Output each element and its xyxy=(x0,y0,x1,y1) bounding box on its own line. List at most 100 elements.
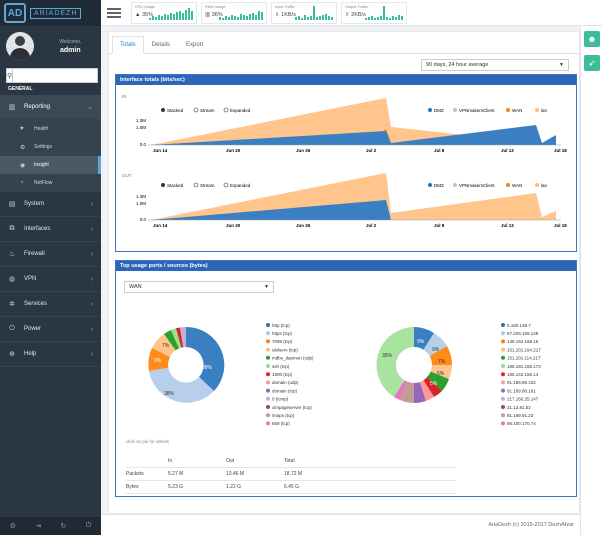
legend-dot[interactable] xyxy=(266,413,270,418)
sidebar-subitem-health[interactable]: ♥ Health xyxy=(0,120,101,138)
pie-slice-other[interactable] xyxy=(180,327,186,348)
power-icon[interactable]: ⏻ xyxy=(85,522,92,529)
legend-dot[interactable] xyxy=(266,331,270,336)
legend-dot[interactable] xyxy=(501,421,505,426)
sidebar-item-interfaces[interactable]: ⧉ Interfaces › xyxy=(0,217,101,242)
sidebar-subitem-insight[interactable]: ◉ Insight xyxy=(0,156,101,174)
sidebar-item-firewall[interactable]: ♨ Firewall › xyxy=(0,242,101,267)
pie-slice-src9[interactable] xyxy=(400,381,414,403)
legend-dot[interactable] xyxy=(266,364,270,368)
legend-dot[interactable] xyxy=(266,355,270,360)
legend-dot[interactable] xyxy=(266,405,270,409)
pie-slice-src7[interactable] xyxy=(419,380,434,401)
in-legend: DMZ VPNmakersClient WAN lan xyxy=(428,108,548,113)
search-input[interactable] xyxy=(13,68,99,83)
legend-dot[interactable] xyxy=(501,396,505,401)
pie-slice-src2[interactable] xyxy=(423,333,448,356)
pie-slice-src10[interactable] xyxy=(394,380,408,400)
legend-dot[interactable] xyxy=(501,331,505,336)
in-area-dmz[interactable] xyxy=(151,125,556,145)
pie-slice-src3[interactable] xyxy=(429,346,453,365)
pie-slice-http[interactable] xyxy=(186,326,225,391)
legend-dot-lan[interactable] xyxy=(535,108,539,112)
sidebar-item-services[interactable]: ✲ Services › xyxy=(0,292,101,317)
pie-slice-src-other[interactable] xyxy=(376,327,414,397)
period-select[interactable]: 90 days, 24 hour average ▼ xyxy=(421,59,569,71)
legend-dot[interactable] xyxy=(501,388,505,393)
pie-slice-src4[interactable] xyxy=(430,365,452,379)
pie-slice-ulelserv[interactable] xyxy=(152,334,176,357)
pie-slice-src8[interactable] xyxy=(414,382,426,403)
menu-toggle-icon[interactable] xyxy=(107,6,121,20)
pie-slice-7095[interactable] xyxy=(148,348,170,371)
legend-dot[interactable] xyxy=(501,355,505,360)
out-mode-controls: Stacked Stream Expanded xyxy=(161,182,251,188)
sidebar-item-reporting[interactable]: ▥ Reporting ⌄ xyxy=(0,95,101,120)
tab-export[interactable]: Export xyxy=(186,42,204,48)
legend-dot[interactable] xyxy=(266,388,270,393)
legend-dot[interactable] xyxy=(501,339,505,344)
mode-radio-stacked[interactable] xyxy=(161,108,165,112)
pie-slice-src1[interactable] xyxy=(414,327,434,350)
legend-dot-vpnmakersclient[interactable] xyxy=(453,108,457,112)
legend-dot[interactable] xyxy=(501,372,505,377)
in-area-lan[interactable] xyxy=(151,98,556,145)
legend-dot[interactable] xyxy=(501,347,505,352)
sparkline-bar xyxy=(298,15,300,20)
legend-dot[interactable] xyxy=(266,323,270,327)
legend-dot[interactable] xyxy=(266,380,270,385)
pie-slice-ssh[interactable] xyxy=(171,328,182,349)
legend-dot[interactable] xyxy=(501,380,505,385)
table-cell: 18.72 M xyxy=(284,471,303,477)
legend-dot-dmz[interactable] xyxy=(428,183,432,187)
tab-totals[interactable]: Totals xyxy=(112,36,144,54)
sidebar-subitem-settings[interactable]: ⚙ Settings xyxy=(0,138,101,156)
legend-dot[interactable] xyxy=(266,347,270,352)
pie-slice-mdbs[interactable] xyxy=(164,330,179,351)
user-button[interactable]: ☻ xyxy=(584,31,600,47)
legend-dot-dmz[interactable] xyxy=(428,108,432,112)
sidebar-item-power[interactable]: ⏻ Power › xyxy=(0,317,101,342)
totals-table: In Out Total Packets 5.27 M 13.46 M 18.7… xyxy=(126,455,456,494)
mode-radio-expanded[interactable] xyxy=(223,182,229,188)
search-icon[interactable]: ⚲ xyxy=(6,68,14,83)
legend-dot[interactable] xyxy=(266,421,270,426)
mode-radio-stream[interactable] xyxy=(193,107,199,113)
mode-radio-stream[interactable] xyxy=(193,182,199,188)
tab-details[interactable]: Details xyxy=(151,42,171,48)
legend-dot[interactable] xyxy=(266,372,270,377)
avatar[interactable] xyxy=(6,32,34,60)
pie-slice-src5[interactable] xyxy=(427,371,449,391)
rocket-button[interactable]: ➶ xyxy=(584,55,600,71)
legend-dot-wan[interactable] xyxy=(506,108,510,112)
legend-dot[interactable] xyxy=(501,405,505,409)
pie-slice-src6[interactable] xyxy=(423,377,443,397)
pie-slice-1900[interactable] xyxy=(176,327,184,348)
refresh-icon[interactable]: ↻ xyxy=(60,523,67,530)
legend-dot[interactable] xyxy=(501,364,505,368)
mode-radio-expanded[interactable] xyxy=(223,107,229,113)
legend-dot[interactable] xyxy=(501,323,505,327)
out-area-lan[interactable] xyxy=(151,173,556,220)
interface-select[interactable]: WAN ▼ xyxy=(124,281,274,293)
mode-radio-stacked[interactable] xyxy=(161,183,165,187)
logo[interactable]: AD ARIADEZH xyxy=(0,0,101,26)
sidebar-subitem-netflow[interactable]: ◔ NetFlow xyxy=(0,174,101,192)
table-header: Out xyxy=(226,458,235,464)
pie-slice-https[interactable] xyxy=(149,367,214,403)
sources-pie[interactable]: 9% 9% 7% 5% 5% 35% xyxy=(376,327,453,403)
legend-dot[interactable] xyxy=(266,396,270,401)
logout-icon[interactable]: ⇥ xyxy=(35,523,42,530)
ports-pie[interactable]: 38% 38% 9% 7% xyxy=(148,326,225,403)
legend-dot-wan[interactable] xyxy=(506,183,510,187)
sidebar-item-vpn[interactable]: ◍ VPN › xyxy=(0,267,101,292)
sidebar-item-help[interactable]: ⊕ Help › xyxy=(0,342,101,367)
sparkline-bar xyxy=(222,17,224,20)
legend-dot-vpnmakersclient[interactable] xyxy=(453,183,457,187)
legend-dot-lan[interactable] xyxy=(535,183,539,187)
sidebar-item-system[interactable]: ▤ System › xyxy=(0,192,101,217)
out-area-dmz[interactable] xyxy=(151,200,391,220)
legend-dot[interactable] xyxy=(501,413,505,418)
legend-dot[interactable] xyxy=(266,339,270,344)
settings-icon[interactable]: ⚙ xyxy=(9,523,16,530)
